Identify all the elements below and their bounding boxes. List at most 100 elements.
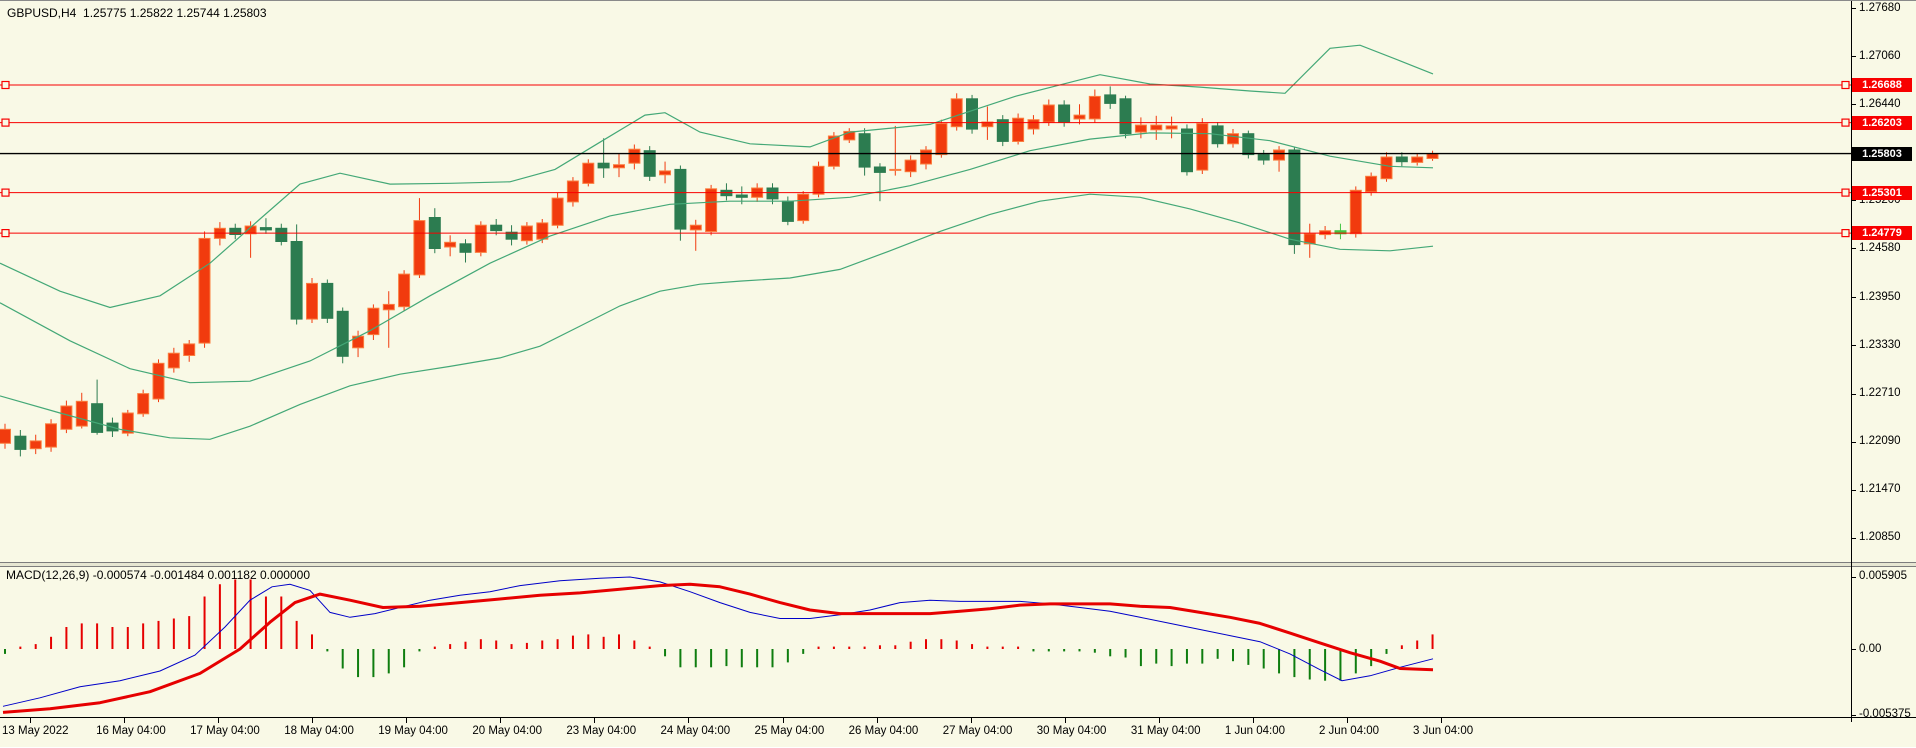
price-badge-line-level: 1.25301: [1852, 185, 1912, 200]
candle: [352, 335, 365, 349]
candle: [167, 352, 180, 369]
candle: [75, 400, 88, 427]
candle: [551, 197, 564, 226]
candle: [121, 412, 134, 434]
candle: [321, 282, 334, 319]
bollinger-lower-band: [0, 193, 1434, 440]
time-axis-label: 19 May 04:00: [378, 725, 448, 737]
price-badge-line-level: 1.24779: [1852, 226, 1912, 241]
candle: [889, 168, 902, 171]
candle: [1134, 124, 1147, 133]
price-axis-label: 1.24580: [1859, 241, 1901, 254]
candle: [1365, 175, 1378, 193]
price-axis-label: 1.20850: [1859, 531, 1901, 544]
candle: [873, 166, 886, 173]
time-axis-tick: [500, 718, 502, 723]
time-axis-tick: [970, 718, 972, 723]
time-axis-tick: [1252, 718, 1254, 723]
candle: [413, 220, 426, 276]
line-handle[interactable]: [1841, 229, 1850, 238]
price-axis-tick: [1851, 297, 1856, 299]
time-axis-tick: [782, 718, 784, 723]
time-axis-tick: [406, 718, 408, 723]
line-handle[interactable]: [1, 229, 10, 238]
candle: [459, 243, 472, 253]
candle: [1426, 153, 1439, 160]
candle: [306, 282, 318, 320]
line-handle[interactable]: [1841, 118, 1850, 127]
price-axis-tick: [1851, 393, 1856, 395]
bollinger-middle-band: [0, 132, 1434, 384]
line-handle[interactable]: [1841, 188, 1850, 197]
candle: [474, 224, 487, 253]
chart-title: GBPUSD,H4 1.25775 1.25822 1.25744 1.2580…: [7, 6, 267, 20]
candle: [766, 187, 779, 200]
price-axis-tick: [1851, 537, 1856, 539]
candle: [137, 393, 150, 415]
candle: [566, 180, 579, 203]
candle: [490, 224, 503, 232]
macd-line: [2, 576, 1434, 707]
candle: [290, 241, 303, 320]
candle: [996, 119, 1009, 142]
panel-splitter[interactable]: [0, 562, 1916, 567]
price-axis-label: 1.27060: [1859, 49, 1901, 62]
candle: [705, 188, 718, 233]
price-chart[interactable]: [0, 1, 1851, 562]
time-axis-tick: [876, 718, 878, 723]
price-axis-tick: [1851, 345, 1856, 347]
price-axis-tick: [1851, 489, 1856, 491]
candle: [628, 148, 641, 164]
time-axis-label: 26 May 04:00: [848, 725, 919, 737]
candle: [14, 435, 27, 450]
time-axis-label: 30 May 04:00: [1036, 725, 1107, 737]
price-axis-tick: [1851, 56, 1856, 58]
time-axis-tick: [1064, 718, 1066, 723]
candle: [29, 440, 42, 450]
price-axis-label: 1.21470: [1859, 483, 1901, 496]
candle: [367, 307, 380, 336]
macd-axis-tick: [1851, 714, 1856, 716]
candle: [597, 162, 610, 169]
time-axis-label: 20 May 04:00: [472, 725, 543, 737]
candle: [1242, 133, 1255, 156]
candle: [198, 237, 211, 344]
candle: [1073, 114, 1086, 120]
candle: [1303, 233, 1316, 245]
candle: [398, 273, 411, 308]
time-axis-tick: [218, 718, 220, 723]
time-axis-tick: [1441, 718, 1443, 723]
price-axis-tick: [1851, 441, 1856, 443]
macd-axis-tick: [1851, 576, 1856, 578]
candle: [797, 193, 810, 222]
candle: [1027, 119, 1040, 130]
price-badge-current: 1.25803: [1852, 146, 1912, 161]
candle: [1088, 95, 1101, 120]
line-handle[interactable]: [1, 80, 10, 90]
time-axis-label: 16 May 04:00: [96, 725, 166, 737]
candle: [689, 224, 702, 231]
line-handle[interactable]: [1, 118, 10, 127]
macd-panel[interactable]: [0, 567, 1851, 717]
candle: [843, 130, 856, 141]
price-axis-label: 1.22090: [1859, 435, 1901, 448]
price-axis-line: [1851, 1, 1852, 722]
time-axis-tick: [594, 718, 596, 723]
time-axis[interactable]: 13 May 2022 16 May 04:00 17 May 04:00 18 Ma…: [0, 717, 1916, 748]
candle: [950, 98, 963, 128]
line-handle[interactable]: [1841, 80, 1850, 90]
candle: [275, 227, 288, 243]
line-handle[interactable]: [1, 188, 10, 197]
candle: [1227, 133, 1239, 145]
candle: [643, 150, 656, 177]
candle: [1012, 117, 1025, 142]
price-axis-label: 1.22710: [1859, 387, 1901, 400]
candle: [1042, 104, 1055, 123]
candle: [505, 231, 518, 240]
candle: [735, 194, 748, 198]
candle: [1119, 98, 1132, 135]
time-axis-label: 13 May 2022: [2, 725, 69, 737]
time-axis-label: 3 Jun 04:00: [1413, 725, 1474, 737]
candle: [0, 428, 11, 444]
